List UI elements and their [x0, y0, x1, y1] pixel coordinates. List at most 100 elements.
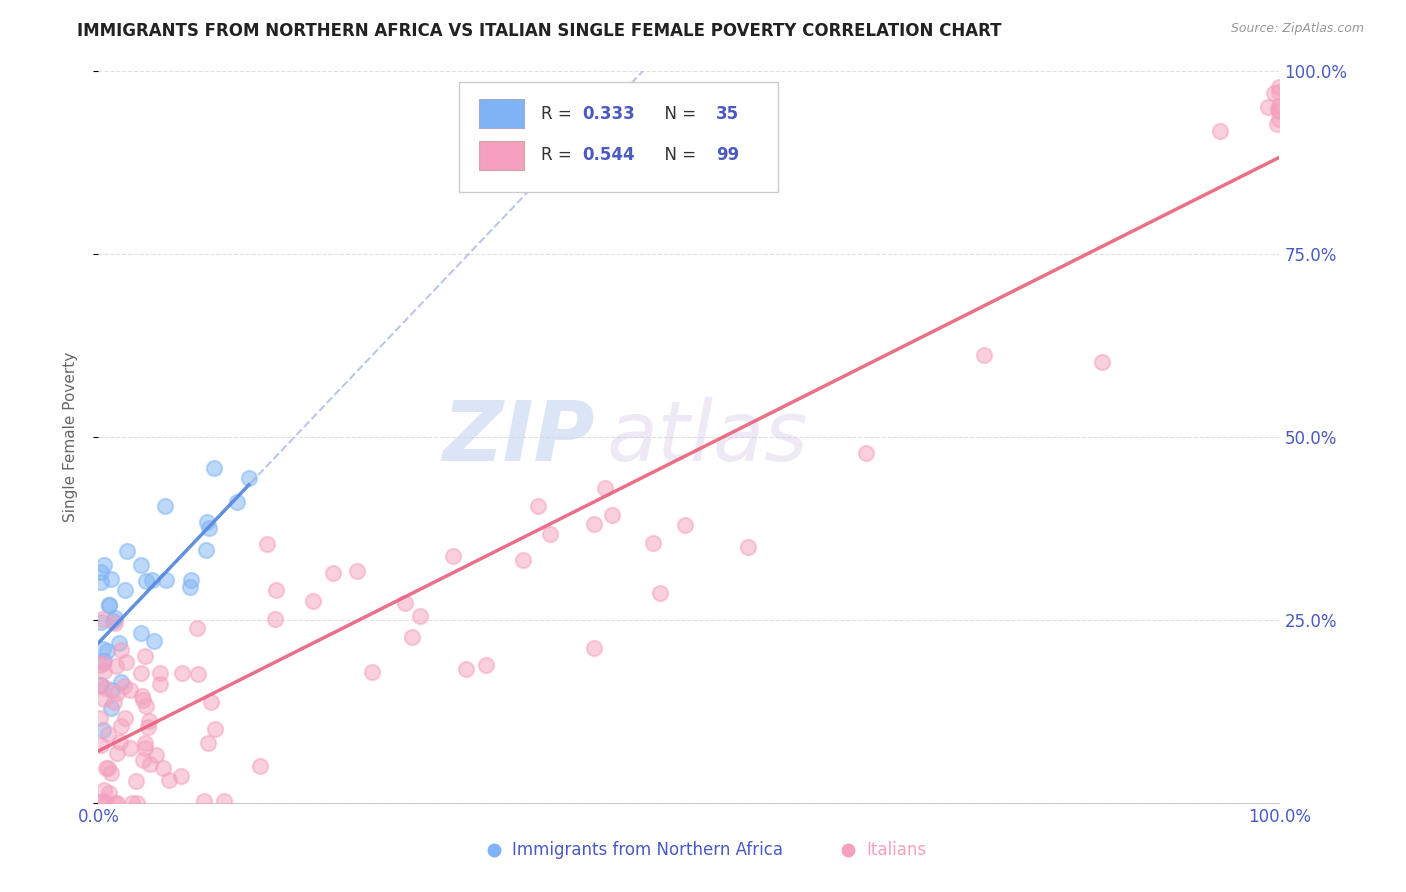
Point	[91, 642, 114, 657]
Point	[121, 796, 143, 810]
Point	[474, 658, 496, 673]
Point	[737, 540, 759, 554]
Point	[132, 693, 155, 707]
Point	[582, 516, 605, 531]
Point	[172, 666, 194, 681]
Point	[101, 614, 124, 628]
Text: Immigrants from Northern Africa: Immigrants from Northern Africa	[512, 841, 783, 859]
Point	[1268, 79, 1291, 94]
Point	[394, 596, 416, 610]
FancyBboxPatch shape	[478, 99, 523, 128]
Point	[100, 572, 122, 586]
Point	[114, 582, 136, 597]
Point	[249, 759, 271, 773]
Point	[90, 615, 112, 629]
Point	[256, 537, 278, 551]
Point	[179, 580, 201, 594]
Point	[125, 774, 148, 789]
Point	[134, 740, 156, 755]
Text: 99: 99	[716, 146, 740, 164]
Text: IMMIGRANTS FROM NORTHERN AFRICA VS ITALIAN SINGLE FEMALE POVERTY CORRELATION CHA: IMMIGRANTS FROM NORTHERN AFRICA VS ITALI…	[77, 22, 1002, 40]
Point	[187, 666, 209, 681]
Point	[103, 695, 125, 709]
Point	[1257, 100, 1279, 114]
FancyBboxPatch shape	[478, 141, 523, 170]
Point	[538, 526, 561, 541]
Point	[200, 695, 222, 709]
Point	[100, 701, 122, 715]
Point	[104, 659, 127, 673]
Point	[110, 735, 132, 749]
Point	[1268, 103, 1291, 118]
Point	[149, 666, 172, 681]
Point	[195, 516, 218, 530]
Point	[155, 573, 177, 587]
Point	[1265, 117, 1288, 131]
Point	[97, 727, 120, 741]
Point	[93, 665, 115, 679]
Point	[107, 636, 129, 650]
Point	[152, 761, 174, 775]
Point	[973, 348, 995, 362]
Point	[98, 786, 121, 800]
Point	[97, 761, 120, 775]
Point	[180, 573, 202, 587]
Text: N =: N =	[654, 104, 700, 123]
Point	[266, 582, 288, 597]
Point	[135, 574, 157, 589]
Point	[582, 640, 605, 655]
Point	[198, 521, 221, 535]
Point	[135, 699, 157, 714]
Point	[131, 689, 153, 703]
Point	[110, 643, 132, 657]
Point	[157, 772, 180, 787]
Point	[641, 536, 664, 550]
Point	[512, 553, 534, 567]
Point	[134, 648, 156, 663]
Point	[1268, 112, 1291, 127]
Point	[401, 630, 423, 644]
Text: 35: 35	[716, 104, 740, 123]
Point	[673, 518, 696, 533]
Point	[132, 753, 155, 767]
Point	[170, 769, 193, 783]
Point	[93, 692, 115, 706]
Point	[129, 558, 152, 572]
Point	[105, 796, 128, 810]
Point	[91, 723, 114, 737]
Point	[129, 665, 152, 680]
Point	[120, 682, 142, 697]
Text: 0.333: 0.333	[582, 104, 636, 123]
Point	[94, 681, 117, 696]
Point	[225, 495, 247, 509]
Point	[89, 711, 111, 725]
Point	[197, 736, 219, 750]
Point	[1091, 355, 1114, 369]
Point	[238, 470, 260, 484]
Point	[90, 565, 112, 579]
Text: Italians: Italians	[866, 841, 927, 859]
Point	[101, 682, 124, 697]
Point	[1268, 99, 1291, 113]
Point	[129, 625, 152, 640]
Point	[89, 796, 111, 810]
Point	[107, 686, 129, 700]
Point	[204, 722, 226, 736]
Point	[1267, 102, 1289, 116]
Point	[527, 499, 550, 513]
Point	[91, 612, 114, 626]
Point	[117, 543, 139, 558]
Point	[600, 508, 623, 522]
Point	[855, 446, 877, 460]
Point	[110, 674, 132, 689]
Point	[98, 598, 121, 612]
FancyBboxPatch shape	[458, 82, 778, 192]
Point	[1263, 86, 1285, 100]
Point	[112, 679, 135, 693]
Point	[105, 746, 128, 760]
Text: R =: R =	[541, 146, 578, 164]
Point	[214, 794, 236, 808]
Point	[139, 757, 162, 772]
Point	[454, 662, 477, 676]
Point	[120, 740, 142, 755]
